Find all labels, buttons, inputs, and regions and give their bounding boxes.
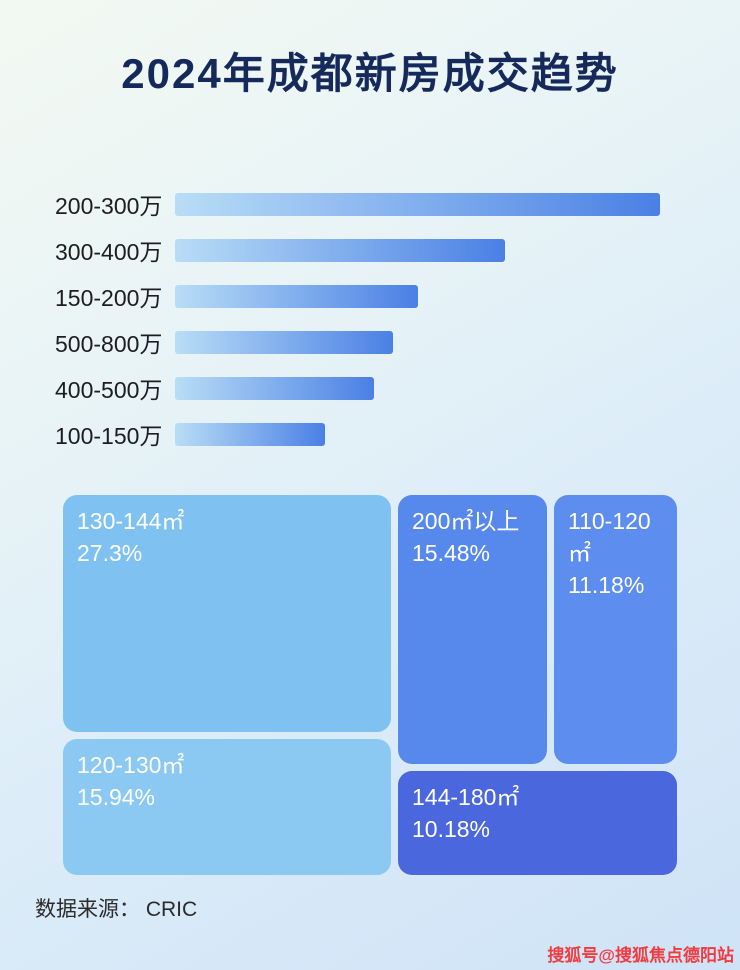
data-source: 数据来源： CRIC — [35, 898, 198, 921]
treemap-block-label: 110-120㎡ — [568, 508, 651, 567]
treemap-block-130-144: 130-144㎡ 27.3% — [63, 495, 391, 732]
treemap-block-value: 15.48% — [412, 540, 491, 567]
bar — [175, 284, 418, 308]
bar-label: 500-800万 — [55, 331, 163, 357]
treemap: 130-144㎡ 27.3% 120-130㎡ 15.94% 200㎡以上 15… — [63, 495, 677, 875]
bar-row: 150-200万 — [55, 273, 685, 319]
bar-track — [175, 422, 685, 446]
bar-row: 300-400万 — [55, 227, 685, 273]
bar-row: 100-150万 — [55, 411, 685, 457]
bar — [175, 376, 374, 400]
treemap-block-label: 200㎡以上 — [412, 508, 520, 534]
bar-label: 400-500万 — [55, 377, 163, 403]
bar-track — [175, 238, 685, 262]
bar-row: 200-300万 — [55, 181, 685, 227]
bar-row: 500-800万 — [55, 319, 685, 365]
bar — [175, 422, 325, 446]
page-title: 2024年成都新房成交趋势 — [121, 50, 619, 97]
treemap-block-144-180: 144-180㎡ 10.18% — [398, 771, 677, 875]
bar-label: 300-400万 — [55, 239, 163, 265]
bar-label: 150-200万 — [55, 285, 163, 311]
treemap-block-label: 130-144㎡ — [77, 508, 185, 534]
treemap-block-value: 10.18% — [412, 816, 491, 843]
bar-row: 400-500万 — [55, 365, 685, 411]
bar-track — [175, 330, 685, 354]
treemap-block-value: 27.3% — [77, 540, 143, 567]
bar-track — [175, 284, 685, 308]
bar-label: 200-300万 — [55, 193, 163, 219]
treemap-block-value: 11.18% — [568, 572, 645, 599]
treemap-block-value: 15.94% — [77, 784, 156, 811]
watermark: 搜狐号@搜狐焦点德阳站 — [547, 946, 734, 965]
treemap-block-label: 120-130㎡ — [77, 752, 185, 778]
bar-label: 100-150万 — [55, 423, 163, 449]
bar — [175, 192, 660, 216]
treemap-block-120-130: 120-130㎡ 15.94% — [63, 739, 391, 875]
bar — [175, 330, 393, 354]
bar-chart: 200-300万 300-400万 150-200万 500-800万 400-500万… — [55, 181, 685, 457]
treemap-block-200-plus: 200㎡以上 15.48% — [398, 495, 547, 764]
treemap-block-110-120: 110-120㎡ 11.18% — [554, 495, 677, 764]
bar-track — [175, 376, 685, 400]
treemap-block-label: 144-180㎡ — [412, 784, 520, 810]
bar — [175, 238, 505, 262]
bar-track — [175, 192, 685, 216]
